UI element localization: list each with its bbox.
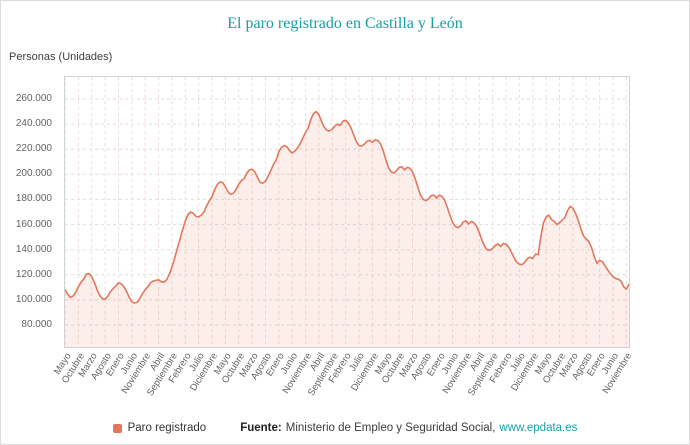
epdata-link[interactable]: www.epdata.es xyxy=(499,422,578,434)
y-axis-tick-label: 200.000 xyxy=(15,168,52,180)
chart-footer: Paro registrado Fuente: Ministerio de Emp… xyxy=(1,422,689,434)
y-axis-tick-label: 240.000 xyxy=(15,118,52,130)
source-name: Ministerio de Empleo y Seguridad Social, xyxy=(285,422,496,434)
y-axis-tick-label: 140.000 xyxy=(15,243,52,255)
x-axis-labels: Mayo Octubre Marzo Agosto Enero Junio Noviembr… xyxy=(52,349,635,405)
y-axis-tick-label: 120.000 xyxy=(15,268,52,280)
legend-item-paro-registrado[interactable]: Paro registrado xyxy=(112,422,207,434)
plot-area xyxy=(64,76,630,348)
y-axis-tick-label: 80.000 xyxy=(21,319,52,330)
y-axis-tick-label: 260.000 xyxy=(15,93,52,104)
source-prefix: Fuente: xyxy=(240,422,282,434)
legend-swatch-icon xyxy=(112,423,122,433)
y-axis-title: Personas (Unidades) xyxy=(9,51,113,63)
legend-label: Paro registrado xyxy=(127,422,207,434)
y-axis-tick-label: 100.000 xyxy=(15,293,52,305)
unemployment-area-chart xyxy=(65,77,629,347)
chart-title: El paro registrado en Castilla y León xyxy=(227,15,463,32)
y-axis-tick-label: 220.000 xyxy=(15,143,52,155)
y-axis-tick-label: 160.000 xyxy=(15,218,52,230)
y-axis-labels: 260.000 240.000 220.000 200.000 180.000 160.0… xyxy=(1,76,58,346)
source-attribution: Fuente: Ministerio de Empleo y Seguridad … xyxy=(240,422,577,434)
y-axis-tick-label: 180.000 xyxy=(15,193,52,205)
